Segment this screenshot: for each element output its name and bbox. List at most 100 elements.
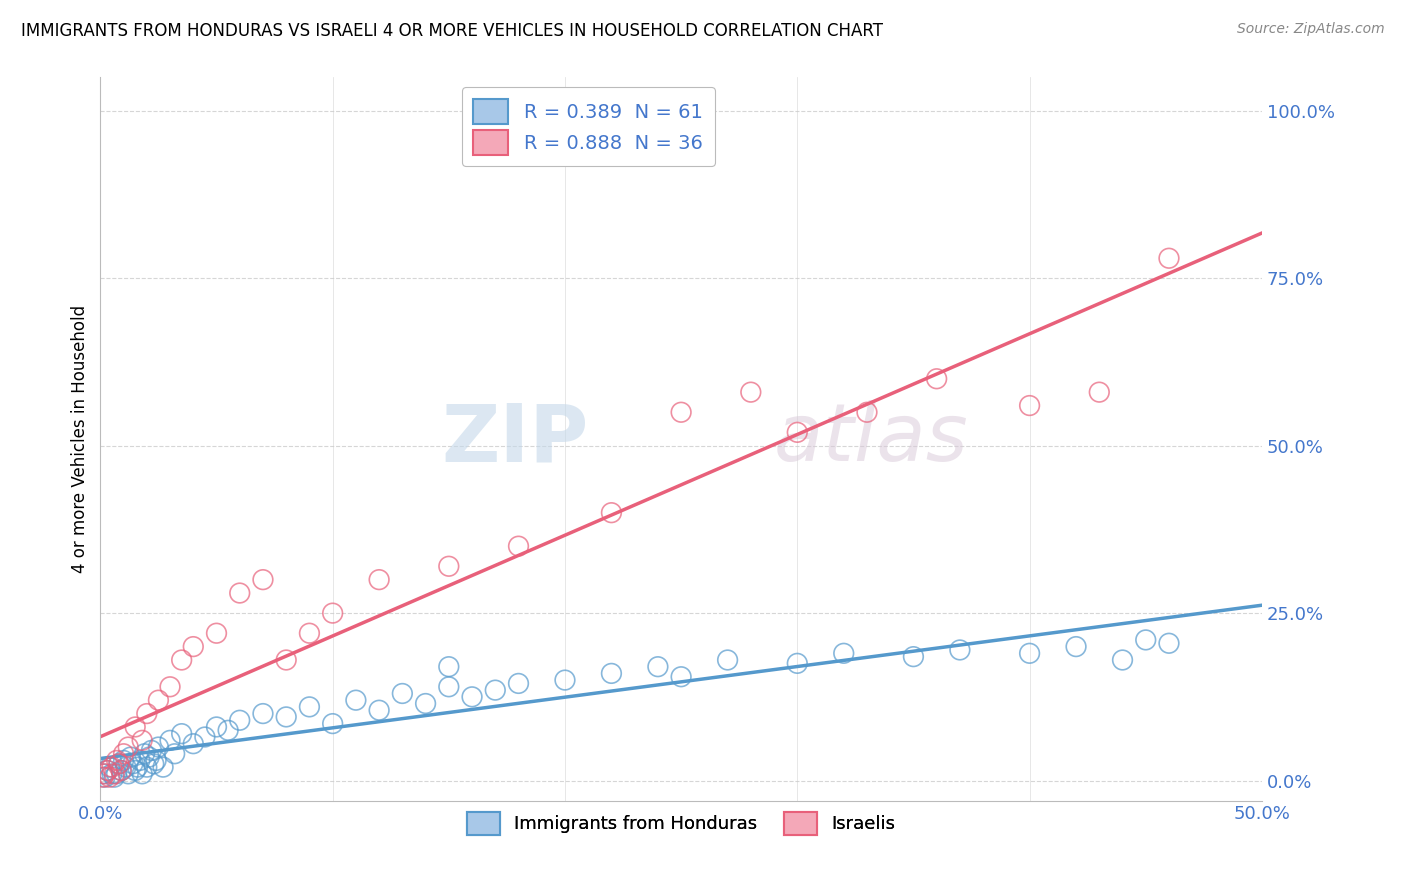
Point [1018, 646, 1040, 660]
Point [298, 626, 321, 640]
Point [786, 425, 808, 440]
Point [170, 726, 193, 740]
Point [600, 666, 623, 681]
Point [135, 760, 157, 774]
Point [128, 754, 150, 768]
Text: atlas: atlas [775, 400, 969, 478]
Point [181, 737, 204, 751]
Point [669, 670, 692, 684]
Point [508, 539, 530, 553]
Point [170, 653, 193, 667]
Point [134, 747, 156, 761]
Point [103, 770, 125, 784]
Point [142, 756, 165, 771]
Point [508, 676, 530, 690]
Point [1157, 636, 1180, 650]
Point [437, 680, 460, 694]
Point [669, 405, 692, 419]
Point [415, 697, 437, 711]
Point [903, 649, 925, 664]
Point [120, 750, 142, 764]
Point [96, 764, 118, 778]
Point [98, 770, 121, 784]
Point [554, 673, 576, 687]
Point [1111, 653, 1133, 667]
Point [138, 750, 160, 764]
Point [94, 770, 117, 784]
Point [112, 754, 135, 768]
Text: IMMIGRANTS FROM HONDURAS VS ISRAELI 4 OR MORE VEHICLES IN HOUSEHOLD CORRELATION : IMMIGRANTS FROM HONDURAS VS ISRAELI 4 OR… [21, 22, 883, 40]
Point [115, 760, 138, 774]
Legend: Immigrants from Honduras, Israelis: Immigrants from Honduras, Israelis [460, 805, 903, 842]
Point [91, 770, 114, 784]
Point [229, 586, 252, 600]
Point [94, 767, 117, 781]
Point [368, 703, 391, 717]
Point [110, 764, 132, 778]
Point [101, 760, 124, 774]
Point [122, 756, 145, 771]
Point [127, 760, 149, 774]
Point [437, 659, 460, 673]
Point [344, 693, 367, 707]
Point [148, 740, 170, 755]
Point [205, 626, 228, 640]
Point [108, 756, 131, 771]
Point [600, 506, 623, 520]
Point [856, 405, 879, 419]
Point [484, 683, 506, 698]
Point [141, 743, 163, 757]
Point [205, 720, 228, 734]
Point [832, 646, 855, 660]
Point [1088, 385, 1111, 400]
Point [152, 760, 174, 774]
Point [131, 767, 153, 781]
Point [949, 643, 972, 657]
Point [98, 760, 121, 774]
Text: ZIP: ZIP [441, 400, 588, 478]
Point [461, 690, 484, 704]
Point [101, 767, 124, 781]
Point [159, 680, 181, 694]
Y-axis label: 4 or more Vehicles in Household: 4 or more Vehicles in Household [72, 305, 89, 573]
Point [252, 706, 274, 721]
Point [108, 756, 131, 771]
Point [110, 764, 132, 778]
Point [298, 699, 321, 714]
Point [391, 686, 413, 700]
Point [148, 693, 170, 707]
Point [159, 733, 181, 747]
Point [1064, 640, 1087, 654]
Point [322, 606, 344, 620]
Point [112, 747, 135, 761]
Point [322, 716, 344, 731]
Point [368, 573, 391, 587]
Point [1135, 632, 1157, 647]
Point [181, 640, 204, 654]
Point [229, 713, 252, 727]
Point [105, 767, 128, 781]
Point [96, 764, 118, 778]
Point [194, 730, 217, 744]
Point [1157, 252, 1180, 266]
Point [740, 385, 762, 400]
Point [103, 767, 125, 781]
Point [163, 747, 186, 761]
Point [786, 657, 808, 671]
Point [1018, 399, 1040, 413]
Point [925, 372, 948, 386]
Point [124, 764, 146, 778]
Point [276, 710, 298, 724]
Point [131, 733, 153, 747]
Point [91, 767, 114, 781]
Point [716, 653, 738, 667]
Point [217, 723, 239, 738]
Point [117, 740, 139, 755]
Point [124, 720, 146, 734]
Text: Source: ZipAtlas.com: Source: ZipAtlas.com [1237, 22, 1385, 37]
Point [105, 754, 128, 768]
Point [437, 559, 460, 574]
Point [135, 706, 157, 721]
Point [276, 653, 298, 667]
Point [145, 754, 167, 768]
